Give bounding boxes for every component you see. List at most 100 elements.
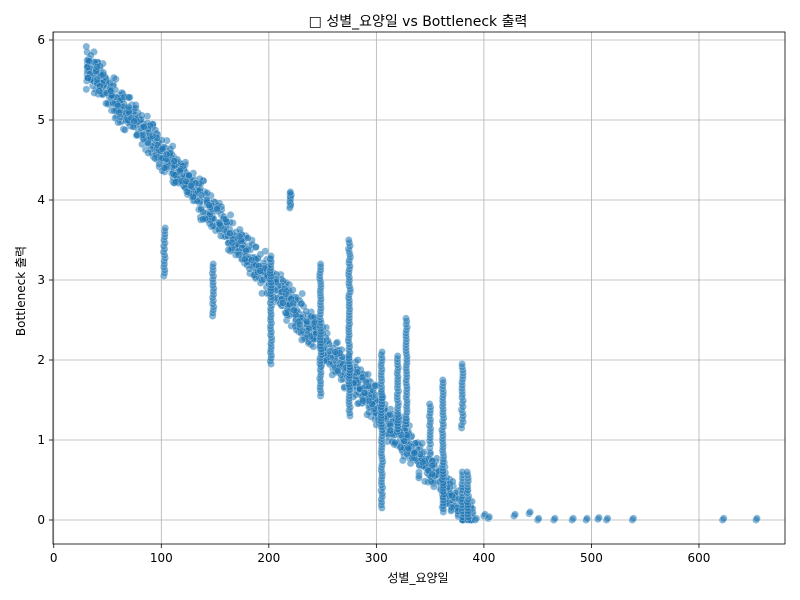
scatter-point xyxy=(364,370,372,379)
scatter-point xyxy=(226,211,235,219)
scatter-point xyxy=(511,510,519,519)
scatter-point xyxy=(386,426,395,435)
scatter-point xyxy=(215,220,224,229)
scatter-point xyxy=(393,352,402,360)
x-tick-label: 400 xyxy=(472,551,495,565)
scatter-point xyxy=(378,348,386,356)
y-tick-label: 2 xyxy=(37,353,45,367)
scatter-point xyxy=(447,491,456,500)
scatter-point xyxy=(245,264,254,273)
x-tick-label: 500 xyxy=(580,551,603,565)
scatter-point xyxy=(333,338,342,347)
x-axis-ticks: 0 100 200 300 400 500 600 xyxy=(50,544,710,565)
scatter-point xyxy=(295,320,304,329)
scatter-point xyxy=(131,104,140,112)
y-axis-label: Bottleneck 출력 xyxy=(14,246,28,336)
scatter-point xyxy=(428,461,437,470)
scatter-point xyxy=(438,376,447,384)
scatter-point xyxy=(328,371,337,379)
chart-title: □ 성별_요양일 vs Bottleneck 출력 xyxy=(309,14,528,30)
y-tick-label: 0 xyxy=(37,513,45,527)
scatter-point xyxy=(458,360,466,368)
scatter-point xyxy=(213,205,221,214)
scatter-point xyxy=(256,250,265,259)
scatter-point xyxy=(148,131,157,140)
scatter-point xyxy=(160,163,169,172)
scatter-point xyxy=(391,438,399,447)
scatter-point xyxy=(144,149,152,157)
scatter-point xyxy=(84,74,92,82)
data-points xyxy=(82,42,761,524)
scatter-point xyxy=(297,336,306,344)
scatter-point xyxy=(258,289,266,298)
x-tick-label: 300 xyxy=(365,551,388,565)
scatter-point xyxy=(298,289,307,298)
scatter-point xyxy=(256,267,265,275)
scatter-point xyxy=(280,285,289,293)
scatter-point xyxy=(267,252,275,260)
scatter-point xyxy=(288,286,297,294)
scatter-point xyxy=(209,260,217,268)
scatter-point xyxy=(199,215,207,223)
scatter-point xyxy=(289,299,298,308)
scatter-point xyxy=(242,246,250,255)
x-tick-label: 600 xyxy=(688,551,711,565)
scatter-point xyxy=(82,42,91,51)
scatter-point xyxy=(404,444,413,453)
y-axis-ticks: 0 1 2 3 4 5 6 xyxy=(37,33,53,527)
scatter-point xyxy=(472,514,481,523)
y-tick-label: 3 xyxy=(37,273,45,287)
scatter-point xyxy=(418,439,427,448)
scatter-point xyxy=(279,299,287,307)
scatter-point xyxy=(158,145,167,153)
scatter-point xyxy=(286,188,295,196)
x-tick-label: 100 xyxy=(150,551,173,565)
scatter-point xyxy=(102,99,110,108)
x-tick-label: 200 xyxy=(257,551,280,565)
scatter-point xyxy=(595,513,603,522)
scatter-point xyxy=(365,408,373,417)
scatter-point xyxy=(258,276,266,285)
scatter-point xyxy=(170,157,178,165)
scatter-point xyxy=(205,219,214,228)
scatter-point xyxy=(252,243,260,251)
scatter-point xyxy=(176,167,184,175)
scatter-point xyxy=(358,397,367,405)
scatter-point xyxy=(116,113,125,121)
scatter-point xyxy=(463,468,472,476)
x-tick-label: 0 xyxy=(50,551,58,565)
scatter-point xyxy=(396,443,405,452)
scatter-point xyxy=(415,474,423,482)
scatter-point xyxy=(583,514,591,523)
scatter-point xyxy=(228,238,237,247)
scatter-point xyxy=(282,309,291,318)
scatter-point xyxy=(629,514,638,523)
scatter-point xyxy=(551,514,559,523)
scatter-point xyxy=(244,234,252,242)
scatter-point xyxy=(130,117,138,126)
scatter-point xyxy=(140,122,148,131)
scatter-point xyxy=(360,389,369,397)
scatter-point xyxy=(753,514,761,523)
scatter-point xyxy=(205,201,213,209)
y-tick-label: 1 xyxy=(37,433,45,447)
scatter-point xyxy=(121,126,129,134)
scatter-point xyxy=(144,139,152,147)
x-axis-label: 성별_요양일 xyxy=(387,571,448,585)
scatter-point xyxy=(297,299,306,308)
scatter-point xyxy=(150,154,159,163)
scatter-point xyxy=(114,101,122,110)
scatter-point xyxy=(402,314,410,323)
scatter-point xyxy=(124,103,133,111)
scatter-point xyxy=(106,87,115,95)
scatter-point xyxy=(221,215,230,224)
scatter-point xyxy=(226,229,234,238)
scatter-point xyxy=(410,449,419,457)
scatter-point xyxy=(82,85,91,94)
scatter-point xyxy=(719,514,728,523)
scatter-point xyxy=(197,204,205,213)
scatter-point xyxy=(125,93,133,102)
scatter-point xyxy=(110,73,118,82)
scatter-point xyxy=(425,400,434,408)
